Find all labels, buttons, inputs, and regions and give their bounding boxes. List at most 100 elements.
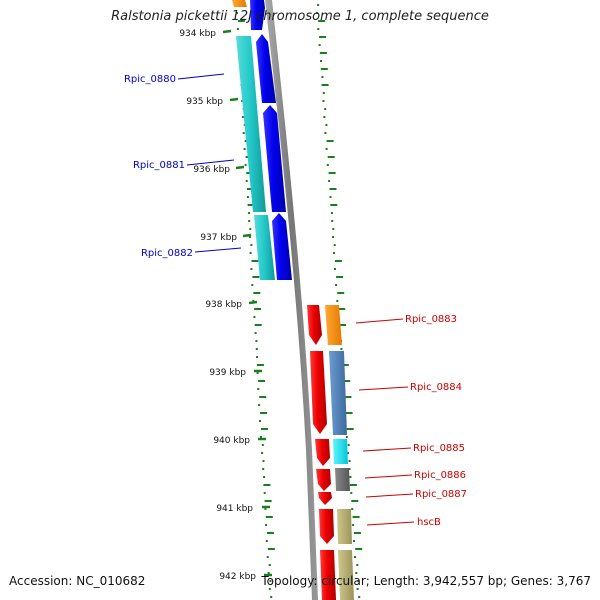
cds-feature <box>310 351 327 434</box>
gc-dot <box>263 476 266 478</box>
gc-dot <box>351 500 359 502</box>
gc-dot <box>328 172 336 174</box>
gene-label-rpic-0885[interactable]: Rpic_0885 <box>413 443 465 454</box>
gene-label-rpic-0880[interactable]: Rpic_0880 <box>124 74 176 85</box>
gene-labels-left: Rpic_0880 Rpic_0881 Rpic_0882 <box>124 73 242 259</box>
cds-feature <box>256 34 276 103</box>
cds-feature <box>338 550 354 600</box>
right-red-features <box>307 305 336 600</box>
cds-feature <box>337 509 352 544</box>
gene-label-rpic-0887[interactable]: Rpic_0887 <box>415 489 467 500</box>
kbp-tick-label: 935 kbp <box>186 97 223 107</box>
gc-dot <box>249 228 252 230</box>
kbp-tick-label: 934 kbp <box>179 29 216 39</box>
gene-labels-right: Rpic_0883 Rpic_0884 Rpic_0885 Rpic_0886 … <box>355 314 467 528</box>
gc-dot <box>317 4 320 6</box>
gc-skew-track-right <box>316 4 363 598</box>
gc-dot <box>334 268 336 270</box>
gc-dot <box>262 468 265 470</box>
gc-dot <box>353 540 355 542</box>
gc-dot <box>332 236 334 238</box>
gene-label-rpic-0882[interactable]: Rpic_0882 <box>141 248 193 259</box>
gc-dot <box>344 396 352 398</box>
gc-dot <box>323 116 326 118</box>
gc-dot <box>260 436 262 438</box>
gene-label-rpic-0881[interactable]: Rpic_0881 <box>133 160 185 171</box>
gc-dot <box>254 308 262 310</box>
gc-dot <box>248 220 251 222</box>
gc-dot <box>332 228 335 230</box>
gc-dot <box>346 428 354 430</box>
cds-feature <box>236 36 266 212</box>
gene-label-leader <box>364 474 413 479</box>
gc-dot <box>235 12 238 14</box>
gc-dot <box>248 236 251 238</box>
accession-label: Accession: NC_010682 <box>9 574 146 588</box>
gc-dot <box>258 380 266 382</box>
gc-dot <box>322 92 325 94</box>
gc-dot <box>263 484 271 486</box>
gc-dot <box>325 124 328 126</box>
gc-dot <box>317 28 320 30</box>
gc-dot <box>248 212 251 214</box>
cds-feature <box>316 469 331 491</box>
gc-dot <box>243 148 246 150</box>
gc-dot <box>319 52 327 54</box>
kbp-tick <box>242 233 252 238</box>
gc-dot <box>266 556 269 558</box>
gc-dot <box>348 460 351 462</box>
gene-label-rpic-0884[interactable]: Rpic_0884 <box>410 382 462 393</box>
gc-dot <box>241 100 244 102</box>
cds-feature <box>319 509 334 544</box>
gc-dot <box>355 572 358 574</box>
gene-label-rpic-0883[interactable]: Rpic_0883 <box>405 314 457 325</box>
gc-dot <box>321 84 329 86</box>
cds-feature <box>250 0 265 30</box>
gc-dot <box>268 588 271 590</box>
gc-dot <box>254 324 262 326</box>
gc-dot <box>324 132 327 134</box>
gc-dot <box>356 588 359 590</box>
gc-dot <box>261 428 268 430</box>
gc-dot <box>258 404 261 406</box>
gene-label-hscb[interactable]: hscB <box>417 517 441 528</box>
kbp-tick-label: 938 kbp <box>205 300 242 310</box>
gene-label-leader <box>362 447 412 452</box>
gc-dot <box>339 324 347 326</box>
gc-dot <box>326 140 334 142</box>
cds-feature <box>333 439 348 464</box>
gc-dot <box>322 100 325 102</box>
gc-dot <box>266 532 274 534</box>
gc-dot <box>256 356 258 358</box>
gc-dot <box>330 212 333 214</box>
gc-dot <box>265 540 268 542</box>
gc-dot <box>330 204 338 206</box>
gc-dot <box>333 244 336 246</box>
gene-label-leader <box>186 159 235 166</box>
gc-dot <box>253 292 261 294</box>
gene-label-rpic-0886[interactable]: Rpic_0886 <box>414 470 466 481</box>
gc-dot <box>251 260 259 262</box>
gc-dot <box>351 508 354 510</box>
gc-dot <box>255 340 258 342</box>
gc-dot <box>270 596 273 598</box>
gc-dot <box>250 268 253 270</box>
kbp-tick-label: 941 kbp <box>216 504 253 514</box>
gc-dot <box>267 572 270 574</box>
gc-dot <box>249 252 252 254</box>
gc-dot <box>348 468 351 470</box>
gc-dot <box>329 188 337 190</box>
gc-dot <box>336 300 339 302</box>
gc-dot <box>236 28 239 30</box>
gc-dot <box>334 260 342 262</box>
gc-dot <box>331 220 334 222</box>
gc-dot <box>329 196 332 198</box>
gc-dot <box>354 556 357 558</box>
gc-dot <box>316 12 319 14</box>
gc-dot <box>259 396 267 398</box>
gc-dot <box>347 452 350 454</box>
gc-dot <box>349 476 352 478</box>
gc-dot <box>325 148 328 150</box>
gc-dot <box>345 436 348 438</box>
